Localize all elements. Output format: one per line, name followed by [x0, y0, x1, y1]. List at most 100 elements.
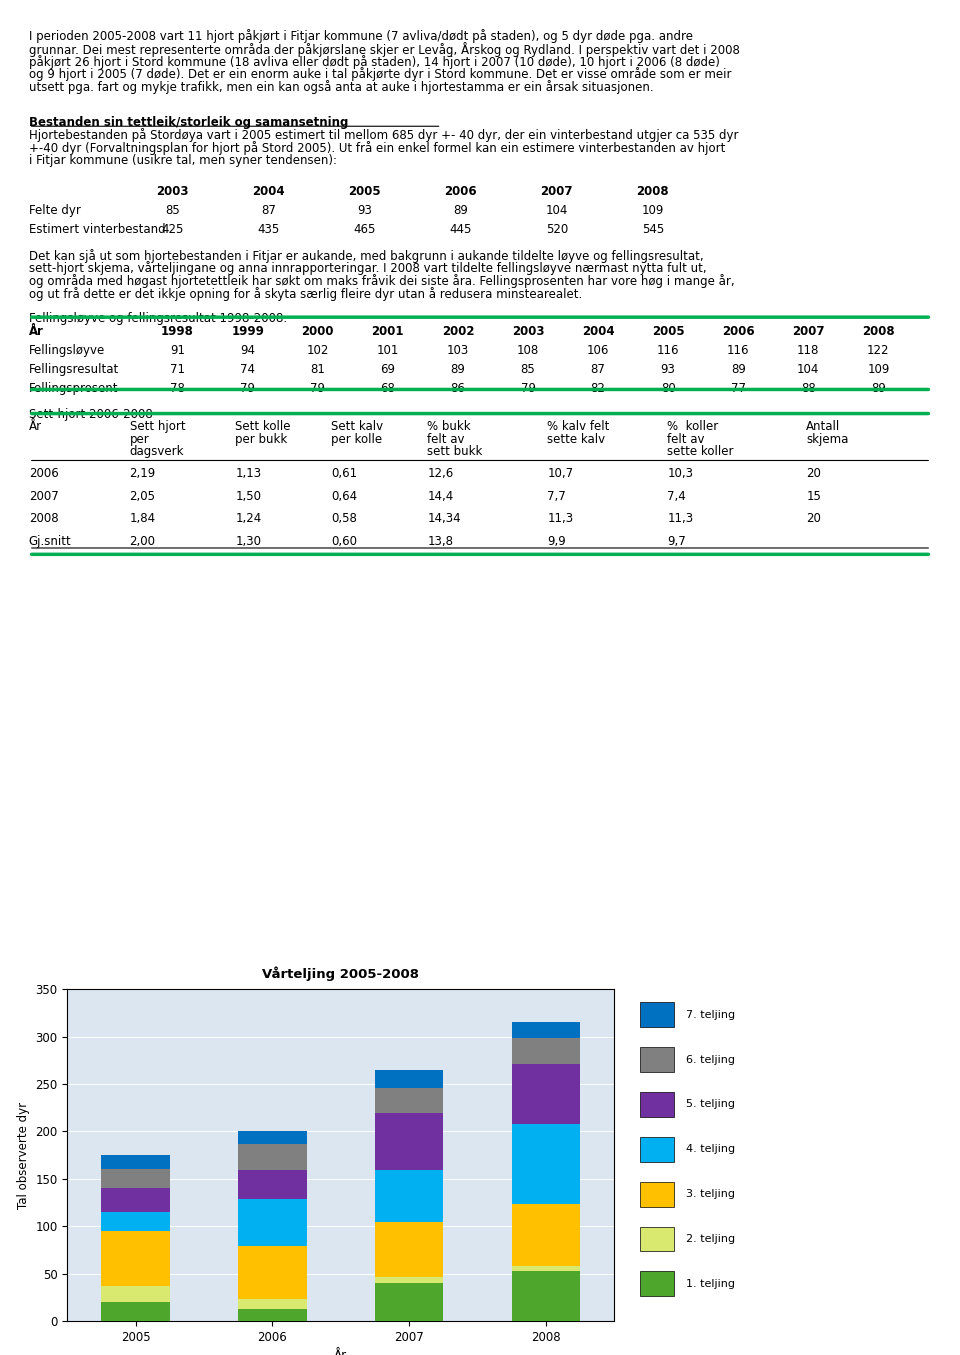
Text: 2007: 2007 — [540, 186, 573, 198]
Text: 2003: 2003 — [512, 325, 544, 337]
Text: 545: 545 — [641, 224, 664, 236]
Text: Det kan sjå ut som hjortebestanden i Fitjar er aukande, med bakgrunn i aukande t: Det kan sjå ut som hjortebestanden i Fit… — [29, 249, 704, 263]
Bar — [102, 1302, 170, 1321]
Text: og områda med høgast hjortetettleik har søkt om maks fråvik dei siste åra. Felli: og områda med høgast hjortetettleik har … — [29, 274, 734, 289]
Text: 9,7: 9,7 — [667, 535, 686, 549]
Text: 2006: 2006 — [29, 467, 59, 480]
Text: 1. teljing: 1. teljing — [685, 1279, 734, 1289]
Text: sette koller: sette koller — [667, 446, 733, 458]
Text: 87: 87 — [261, 205, 276, 217]
Text: Sett hjort: Sett hjort — [130, 420, 185, 432]
Bar — [238, 1131, 306, 1144]
Text: påkjørt 26 hjort i Stord kommune (18 avliva eller dødt på staden), 14 hjort i 20: påkjørt 26 hjort i Stord kommune (18 avl… — [29, 54, 720, 69]
Bar — [238, 1299, 306, 1309]
Text: 0,60: 0,60 — [331, 535, 357, 549]
Text: 91: 91 — [170, 344, 185, 356]
Bar — [639, 1226, 674, 1252]
Text: 74: 74 — [240, 363, 255, 375]
Text: 445: 445 — [449, 224, 472, 236]
Text: 14,34: 14,34 — [427, 512, 461, 526]
Text: 86: 86 — [450, 382, 466, 394]
Text: og ut frå dette er det ikkje opning for å skyta særlig fleire dyr utan å reduser: og ut frå dette er det ikkje opning for … — [29, 287, 582, 301]
Bar — [238, 1247, 306, 1299]
Title: Vårteljing 2005-2008: Vårteljing 2005-2008 — [262, 966, 420, 981]
Text: 5. teljing: 5. teljing — [685, 1099, 734, 1110]
Text: Sett-hjort 2006-2008: Sett-hjort 2006-2008 — [29, 408, 153, 421]
Text: År: År — [29, 420, 42, 432]
Text: 7,4: 7,4 — [667, 489, 686, 503]
Text: 93: 93 — [660, 363, 676, 375]
Text: % bukk: % bukk — [427, 420, 470, 432]
Text: 2008: 2008 — [636, 186, 669, 198]
Text: grunnar. Dei mest representerte områda der påkjørslane skjer er Levåg, Årskog og: grunnar. Dei mest representerte områda d… — [29, 42, 739, 57]
Text: 10,7: 10,7 — [547, 467, 573, 480]
Text: 85: 85 — [520, 363, 536, 375]
Text: 2,00: 2,00 — [130, 535, 156, 549]
Bar — [375, 1276, 444, 1283]
Text: 2006: 2006 — [444, 186, 477, 198]
Text: 15: 15 — [806, 489, 821, 503]
Text: 80: 80 — [660, 382, 676, 394]
Text: 14,4: 14,4 — [427, 489, 453, 503]
Text: 1999: 1999 — [231, 325, 264, 337]
Text: 81: 81 — [310, 363, 325, 375]
Text: Gj.snitt: Gj.snitt — [29, 535, 72, 549]
Text: dagsverk: dagsverk — [130, 446, 184, 458]
Text: 87: 87 — [590, 363, 606, 375]
Bar — [102, 1154, 170, 1169]
Text: 0,64: 0,64 — [331, 489, 357, 503]
Text: 9,9: 9,9 — [547, 535, 566, 549]
Text: 2000: 2000 — [301, 325, 334, 337]
Text: 2007: 2007 — [792, 325, 825, 337]
Bar — [102, 1188, 170, 1213]
Text: 2004: 2004 — [252, 186, 285, 198]
Bar — [102, 1213, 170, 1230]
Text: I perioden 2005-2008 vart 11 hjort påkjørt i Fitjar kommune (7 avliva/dødt på st: I perioden 2005-2008 vart 11 hjort påkjø… — [29, 30, 693, 43]
Text: 11,3: 11,3 — [667, 512, 693, 526]
Text: 2007: 2007 — [29, 489, 59, 503]
Bar — [238, 1199, 306, 1247]
Bar — [512, 1038, 580, 1064]
Text: 2001: 2001 — [372, 325, 404, 337]
Text: 102: 102 — [306, 344, 329, 356]
Text: 1998: 1998 — [161, 325, 194, 337]
Text: 7. teljing: 7. teljing — [685, 1009, 735, 1020]
Text: sett-hjort skjema, vårteljingane og anna innrapporteringar. I 2008 vart tildelte: sett-hjort skjema, vårteljingane og anna… — [29, 262, 707, 275]
Text: per bukk: per bukk — [235, 432, 287, 446]
Text: 101: 101 — [376, 344, 399, 356]
Text: sette kalv: sette kalv — [547, 432, 606, 446]
Text: Sett kolle: Sett kolle — [235, 420, 291, 432]
Text: Fellingsløyve og fellingsresultat 1998-2008.: Fellingsløyve og fellingsresultat 1998-2… — [29, 312, 287, 325]
Text: 2002: 2002 — [442, 325, 474, 337]
Bar — [512, 1271, 580, 1321]
Bar — [512, 1022, 580, 1038]
Text: 425: 425 — [161, 224, 184, 236]
Text: Estimert vinterbestand: Estimert vinterbestand — [29, 224, 165, 236]
Text: 118: 118 — [797, 344, 820, 356]
Bar — [375, 1283, 444, 1321]
Text: 3. teljing: 3. teljing — [685, 1188, 734, 1199]
Text: 2,05: 2,05 — [130, 489, 156, 503]
Text: 82: 82 — [590, 382, 606, 394]
X-axis label: År: År — [334, 1350, 348, 1355]
Bar — [238, 1144, 306, 1171]
Text: 1,50: 1,50 — [235, 489, 261, 503]
Text: 103: 103 — [446, 344, 469, 356]
Bar — [639, 1271, 674, 1297]
Text: Fellingsløyve: Fellingsløyve — [29, 344, 105, 356]
Text: Fellingsprosent: Fellingsprosent — [29, 382, 118, 394]
Text: 11,3: 11,3 — [547, 512, 573, 526]
Bar — [102, 1230, 170, 1286]
Bar — [375, 1222, 444, 1276]
Text: 7,7: 7,7 — [547, 489, 566, 503]
Text: 20: 20 — [806, 512, 821, 526]
Text: 435: 435 — [257, 224, 280, 236]
Text: 116: 116 — [727, 344, 750, 356]
Text: felt av: felt av — [427, 432, 465, 446]
Text: 2006: 2006 — [722, 325, 755, 337]
Text: i Fitjar kommune (usikre tal, men syner tendensen):: i Fitjar kommune (usikre tal, men syner … — [29, 153, 337, 167]
Bar — [512, 1123, 580, 1205]
Text: Fellingsresultat: Fellingsresultat — [29, 363, 119, 375]
Bar — [639, 1047, 674, 1072]
Bar — [639, 1092, 674, 1117]
